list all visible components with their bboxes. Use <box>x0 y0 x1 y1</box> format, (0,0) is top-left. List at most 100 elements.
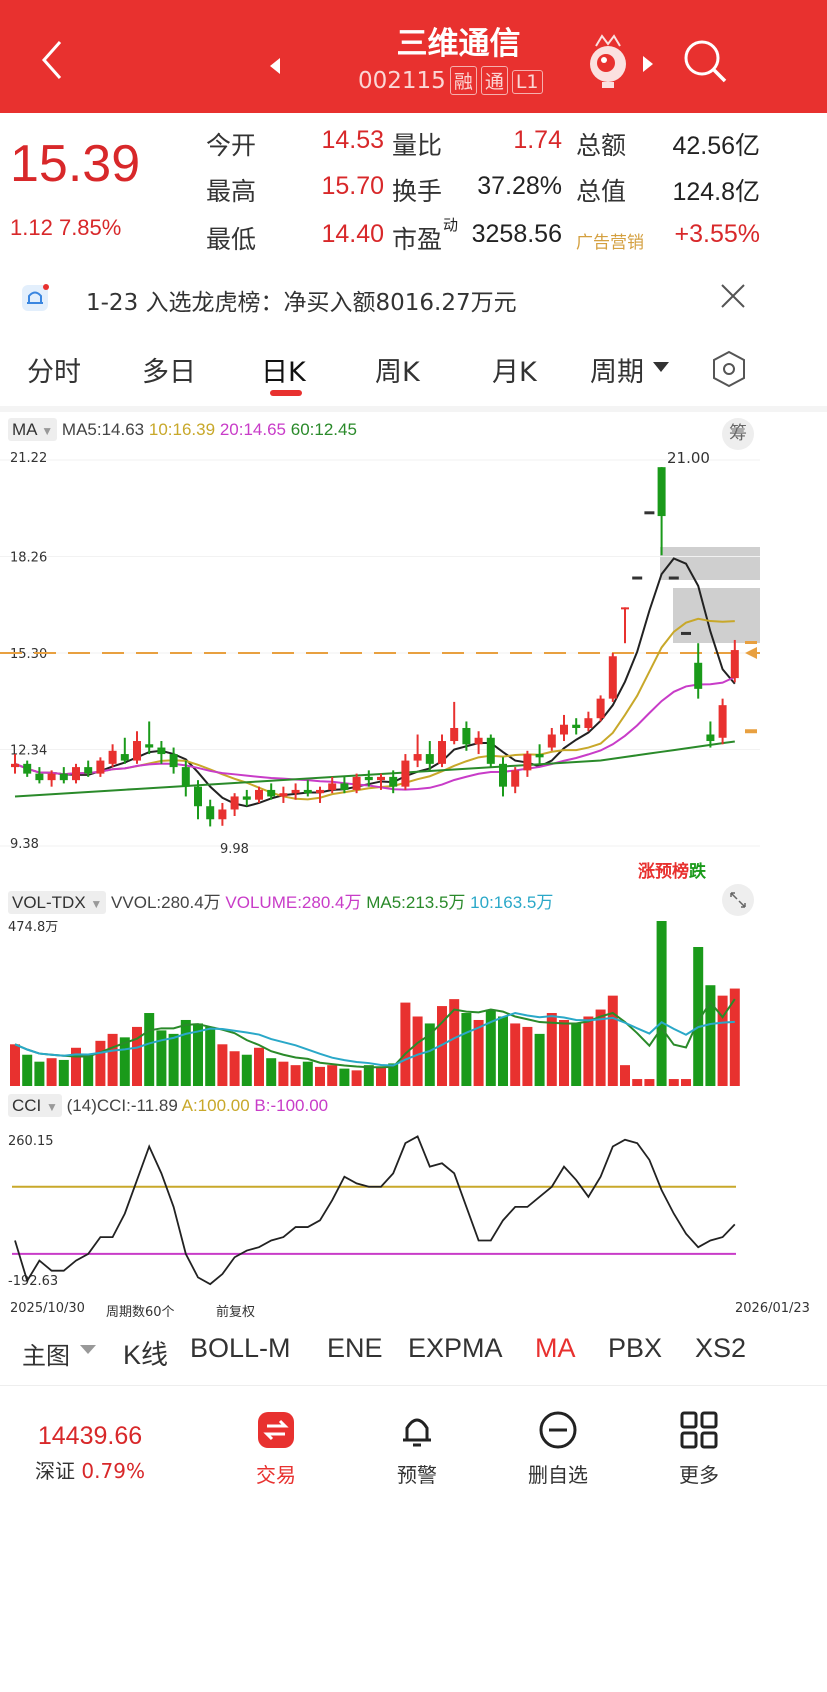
bell-notice-icon <box>22 284 49 311</box>
close-icon[interactable] <box>720 283 746 309</box>
vol-selector[interactable]: VOL-TDX ▼ <box>8 891 107 914</box>
candle-body <box>206 806 215 820</box>
volume-bar <box>34 1061 45 1086</box>
volume-bar <box>205 1026 216 1086</box>
volume-bar <box>302 1061 313 1086</box>
candle-body <box>84 767 93 774</box>
ma20-value: 20:14.65 <box>219 420 286 439</box>
volume-bar <box>632 1079 643 1086</box>
candle-body <box>535 754 544 758</box>
indicator-xs2[interactable]: XS2 <box>695 1333 747 1363</box>
volume-bar <box>534 1033 545 1086</box>
ranking-badges[interactable]: 涨预榜跌 <box>638 857 706 882</box>
indicator-kline[interactable]: K线 <box>122 1340 168 1370</box>
settings-hex-icon[interactable] <box>710 350 748 388</box>
candle-body <box>169 754 178 768</box>
cci-chart[interactable]: 260.15 -192.63 <box>0 1125 827 1297</box>
candle-body <box>486 737 495 764</box>
next-stock-icon[interactable] <box>643 56 655 72</box>
badge-forecast: 预 <box>655 862 672 882</box>
search-icon[interactable] <box>682 38 728 84</box>
candle-body <box>133 741 141 761</box>
ma-selector[interactable]: MA ▼ <box>8 418 58 441</box>
volume-bar <box>546 1013 557 1086</box>
volume-bar <box>473 1019 484 1086</box>
candle-body <box>59 773 68 781</box>
trade-button[interactable]: 交易 <box>216 1410 336 1488</box>
tab-multi-day[interactable]: 多日 <box>142 357 196 388</box>
candle-body <box>560 724 568 735</box>
candle-body <box>657 467 666 517</box>
remove-watchlist-button[interactable]: 删自选 <box>498 1410 618 1488</box>
main-chart-selector[interactable]: 主图 <box>22 1343 70 1370</box>
expand-icon[interactable] <box>722 884 754 916</box>
volume-bar <box>681 1079 691 1086</box>
candle-body <box>145 744 154 748</box>
cci-selector[interactable]: CCI ▼ <box>8 1094 62 1117</box>
volume-bar <box>254 1047 264 1086</box>
candle-body <box>523 754 532 771</box>
y-tick-label: 9.38 <box>10 837 39 852</box>
indicator-ma[interactable]: MA <box>535 1333 576 1363</box>
notice-bar[interactable]: 1-23 入选龙虎榜：净买入额8016.27万元 <box>0 265 827 329</box>
price-change-pct: 7.85% <box>58 215 122 240</box>
tag-margin: 融 <box>449 66 477 95</box>
axis-adjust-mode[interactable]: 前复权 <box>216 1305 256 1320</box>
candle-body <box>291 789 300 794</box>
volume-bar <box>327 1065 338 1086</box>
candle-body <box>352 776 361 790</box>
quote-v3-0: 42.56亿 <box>672 132 760 160</box>
quote-v1-2: 14.40 <box>321 220 384 248</box>
candle-body <box>230 796 239 810</box>
alert-button[interactable]: 预警 <box>357 1410 477 1488</box>
index-ticker[interactable]: 14439.66 深证 0.79% <box>22 1422 158 1484</box>
tab-period[interactable]: 周期 <box>590 357 644 388</box>
volume-bar <box>315 1066 325 1086</box>
candle-body <box>47 773 56 781</box>
candlestick-chart[interactable]: 21.22 18.26 15.30 12.34 9.38 21.00 9.98 <box>0 448 827 868</box>
candle-body <box>425 754 434 764</box>
trade-icon <box>258 1412 294 1448</box>
quote-v1-1: 15.70 <box>321 172 384 200</box>
axis-period-count: 周期数60个 <box>106 1305 175 1320</box>
back-icon[interactable] <box>38 38 66 82</box>
volume-chart[interactable]: 474.8万 <box>0 915 827 1090</box>
volume-bar <box>705 985 716 1086</box>
mascot-icon[interactable] <box>584 32 634 92</box>
quote-v2-1: 37.28% <box>477 172 562 200</box>
tag-level: L1 <box>511 70 543 94</box>
y-tick-label: 12.34 <box>10 744 47 759</box>
volume-bar <box>607 995 618 1086</box>
cci-max-label: 260.15 <box>8 1134 54 1149</box>
candle-body <box>572 724 581 728</box>
tab-daily-k[interactable]: 日K <box>261 357 306 388</box>
index-value: 14439.66 <box>37 1422 143 1450</box>
indicator-expma[interactable]: EXPMA <box>408 1333 503 1363</box>
prev-stock-icon[interactable] <box>270 58 282 74</box>
indicator-ene[interactable]: ENE <box>327 1333 383 1363</box>
volume-bar <box>595 1009 606 1086</box>
candle-body <box>181 767 190 787</box>
volume-bar <box>83 1054 94 1086</box>
indicator-pbx[interactable]: PBX <box>608 1333 663 1363</box>
chevron-down-icon <box>653 362 669 372</box>
index-pct: 0.79% <box>81 1459 145 1483</box>
volume-bar <box>278 1061 289 1086</box>
tab-weekly-k[interactable]: 周K <box>375 357 420 388</box>
volume-bar <box>71 1047 81 1086</box>
volume-bar <box>144 1013 155 1086</box>
indicator-boll-m[interactable]: BOLL-M <box>190 1333 291 1363</box>
candle-body <box>547 734 556 748</box>
volume-bar <box>571 1023 582 1086</box>
tab-monthly-k[interactable]: 月K <box>492 357 537 388</box>
candle-body <box>596 698 605 719</box>
tab-intraday[interactable]: 分时 <box>27 357 81 388</box>
quote-l3-1: 总值 <box>576 177 627 206</box>
cci-period: (14) <box>66 1096 97 1115</box>
ma5-value: MA5:14.63 <box>61 420 145 439</box>
volume-bar <box>412 1016 423 1086</box>
badge-fall: 跌 <box>689 862 706 882</box>
chip-distribution-button[interactable]: 筹 <box>722 418 754 450</box>
more-button[interactable]: 更多 <box>639 1410 759 1488</box>
quote-l1-1: 最高 <box>206 177 257 206</box>
